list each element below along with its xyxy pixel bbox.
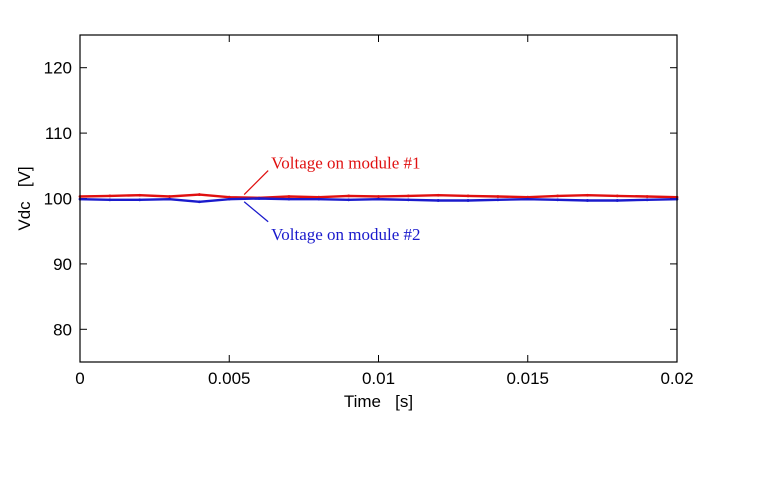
annotations: Voltage on module #1 Voltage on module #2 <box>243 154 421 244</box>
series-1-point <box>168 195 171 198</box>
series-2-point <box>496 198 500 202</box>
series-2-point <box>377 197 380 201</box>
series-2-point <box>257 197 261 200</box>
series-2-point <box>586 199 589 202</box>
series-2-point <box>406 198 410 202</box>
series-layer <box>78 193 679 204</box>
y-tick-label: 80 <box>53 320 72 339</box>
series-2-point <box>615 199 619 202</box>
x-tick-label: 0.005 <box>208 369 251 388</box>
series-1-point <box>317 195 321 199</box>
series-1-point <box>138 193 142 197</box>
tick-labels: 0 0.005 0.01 0.015 0.02 80 90 100 110 120 <box>44 59 694 388</box>
x-tick-label: 0.01 <box>362 369 395 388</box>
x-tick-label: 0 <box>75 369 84 388</box>
series-1-point <box>645 195 649 198</box>
series-1-point <box>556 194 559 198</box>
series-1-point <box>526 195 530 199</box>
annotation-1-label: Voltage on module #1 <box>271 154 420 173</box>
series-1-point <box>377 195 380 198</box>
series-2-point <box>556 198 559 202</box>
series-2-point <box>466 199 470 202</box>
series-1-point <box>436 193 440 197</box>
series-2-point <box>287 197 291 201</box>
x-tick-label: 0.02 <box>660 369 693 388</box>
x-tick-label: 0.015 <box>506 369 549 388</box>
y-axis-title: Vdc [V] <box>15 166 34 230</box>
annotation-1-leader <box>243 170 269 196</box>
series-1-point <box>347 194 351 198</box>
x-axis-title: Time [s] <box>344 392 413 411</box>
series-1-point <box>198 193 201 196</box>
series-1-point <box>406 194 410 198</box>
series-2-point <box>436 199 440 202</box>
series-1-point <box>615 194 619 198</box>
series-1-point <box>287 195 291 198</box>
y-tick-label: 110 <box>45 124 72 143</box>
series-1-point <box>586 193 589 197</box>
annotation-2-label: Voltage on module #2 <box>271 225 420 244</box>
series-2-point <box>645 198 649 202</box>
ticks-layer <box>79 35 678 362</box>
series-2-point <box>526 197 530 201</box>
y-tick-label: 100 <box>44 190 72 209</box>
y-tick-label: 120 <box>44 59 72 78</box>
series-1-point <box>496 195 500 198</box>
series-2-point <box>227 197 231 201</box>
series-2-point <box>198 200 201 204</box>
series-2-point <box>168 197 171 201</box>
series-1-point <box>227 195 231 199</box>
series-2-point <box>347 198 351 202</box>
annotation-2-leader <box>243 201 269 223</box>
series-1-point <box>108 194 112 198</box>
series-1-point <box>466 194 470 198</box>
y-tick-label: 90 <box>53 255 72 274</box>
plot-frame <box>79 34 678 363</box>
series-2-point <box>108 198 112 202</box>
series-2-point <box>317 197 321 201</box>
series-2-point <box>138 198 142 202</box>
